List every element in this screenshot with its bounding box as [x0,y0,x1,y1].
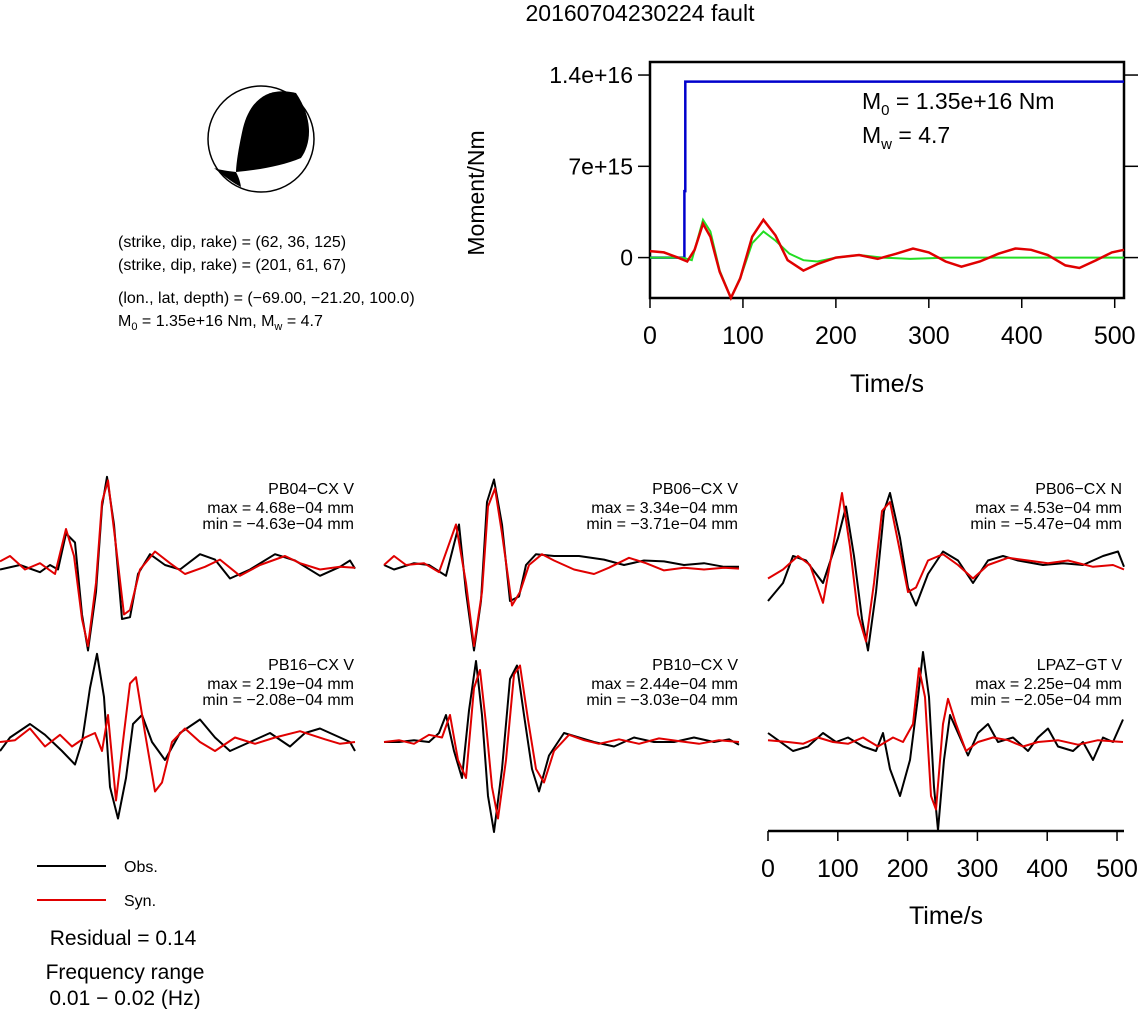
waveform-x-ticks: 0 100 200 300 400 500 [761,831,1138,883]
moment-chart-frame [648,60,1126,300]
moment-chart: 0 7e+15 1.4e+16 0 100 200 300 400 500 Moment/Nm… [463,60,1138,398]
moment-x-ticks: 0 100 200 300 400 500 [643,298,1136,350]
station-label: PB06−CX N [1035,481,1122,498]
waveform-x-tick-label: 0 [761,855,775,883]
station-max: max = 2.25e−04 mm [975,676,1122,693]
residual-text: Residual = 0.14 [50,927,197,950]
moment-annotation-m0: M0 = 1.35e+16 Nm [862,88,1054,119]
station-min: min = −2.08e−04 mm [202,692,354,709]
moment-x-tick-label: 300 [908,322,950,350]
synthetic-trace [0,479,356,647]
legend-obs-label: Obs. [124,859,158,876]
figure-title: 20160704230224 fault [526,0,756,26]
station-max: max = 4.53e−04 mm [975,500,1122,517]
observed-trace [384,660,740,833]
frequency-range-title: Frequency range [46,961,205,984]
waveform-x-tick-label: 100 [817,855,859,883]
location-line: (lon., lat, depth) = (−69.00, −21.20, 10… [118,290,415,307]
station-min: min = −3.03e−04 mm [586,692,738,709]
moment-x-tick-label: 200 [815,322,857,350]
moment-series-2 [649,217,1125,302]
legend-syn-label: Syn. [124,893,156,910]
waveform-x-tick-label: 400 [1026,855,1068,883]
moment-y-tick-label: 0 [620,245,633,271]
station-max: max = 2.19e−04 mm [207,676,354,693]
observed-trace [767,651,1124,832]
moment-x-tick-label: 0 [643,322,657,350]
synthetic-trace [767,667,1124,811]
station-label: PB06−CX V [652,481,738,498]
waveform-time-axis: 0 100 200 300 400 500 Time/s [761,829,1138,930]
moment-y-tick-label: 1.4e+16 [549,62,633,88]
moment-y-axis-label: Moment/Nm [463,130,489,255]
moment-series-1 [650,217,1124,301]
station-label: PB10−CX V [652,657,738,674]
mechanism-line-2: (strike, dip, rake) = (201, 61, 67) [118,257,346,274]
station-min: min = −5.47e−04 mm [970,516,1122,533]
station-min: min = −3.71e−04 mm [586,516,738,533]
waveform-x-tick-label: 500 [1096,855,1138,883]
waveform-x-tick-label: 300 [957,855,999,883]
station-max: max = 4.68e−04 mm [207,500,354,517]
moment-y-ticks: 0 7e+15 1.4e+16 [549,62,1138,271]
station-label: PB16−CX V [268,657,354,674]
moment-y-tick-label: 7e+15 [568,153,633,179]
observed-trace [383,478,739,652]
station-label: PB04−CX V [268,481,354,498]
station-max: max = 2.44e−04 mm [591,676,738,693]
moment-x-tick-label: 100 [722,322,764,350]
station-max: max = 3.34e−04 mm [591,500,738,517]
moment-series-group [649,80,1125,302]
moment-x-axis-label: Time/s [850,370,924,398]
beachball-icon [207,85,315,193]
station-min: min = −2.05e−04 mm [970,692,1122,709]
synthetic-trace [0,676,356,802]
synthetic-trace [767,492,1125,643]
moment-x-tick-label: 500 [1094,322,1136,350]
frequency-range-value: 0.01 − 0.02 (Hz) [49,987,200,1009]
moment-x-tick-label: 400 [1001,322,1043,350]
legend: Obs. Syn. [37,859,158,910]
moment-line: M0 = 1.35e+16 Nm, Mw = 4.7 [118,313,323,333]
station-label: LPAZ−GT V [1037,657,1123,674]
station-min: min = −4.63e−04 mm [202,516,354,533]
waveform-x-axis-label: Time/s [909,902,983,930]
synthetic-trace [383,664,740,820]
mechanism-line-1: (strike, dip, rake) = (62, 36, 125) [118,234,346,251]
waveform-x-tick-label: 200 [887,855,929,883]
synthetic-trace [383,487,740,647]
moment-annotation-mw: Mw = 4.7 [862,122,950,153]
